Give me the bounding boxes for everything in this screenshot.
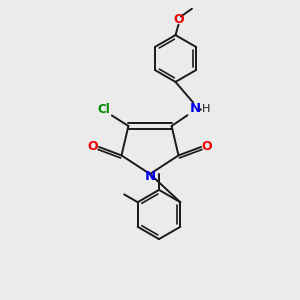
Text: N: N <box>189 102 201 115</box>
Text: Cl: Cl <box>97 103 110 116</box>
Text: O: O <box>88 140 98 153</box>
Text: O: O <box>173 13 184 26</box>
Text: N: N <box>144 170 156 183</box>
Text: H: H <box>202 103 211 114</box>
Text: O: O <box>202 140 212 153</box>
